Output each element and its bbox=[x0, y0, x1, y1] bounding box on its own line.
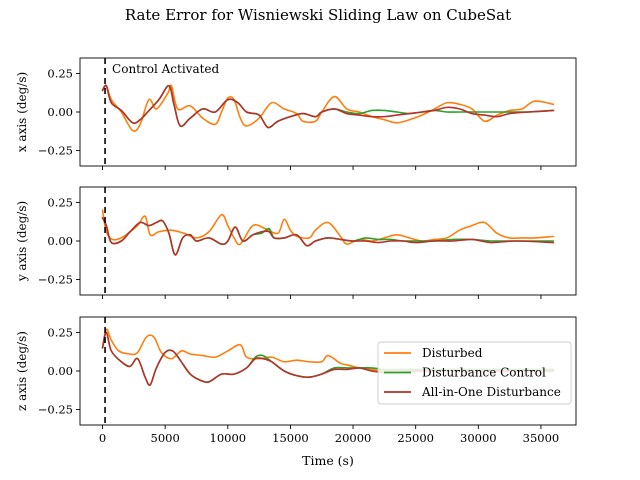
x-tick-label: 15000 bbox=[272, 431, 309, 445]
y-axis-label: y axis (deg/s) bbox=[15, 201, 29, 282]
control-activated-annotation: Control Activated bbox=[112, 62, 219, 76]
x-tick-label: 0 bbox=[99, 431, 106, 445]
series-line-all-in-one bbox=[101, 84, 555, 129]
figure-title: Rate Error for Wisniewski Sliding Law on… bbox=[125, 6, 511, 24]
legend: Disturbed Disturbance Control All-in-One D… bbox=[377, 341, 572, 405]
y-tick-label: 0.25 bbox=[47, 195, 73, 209]
legend-label-all-in-one: All-in-One Disturbance bbox=[421, 385, 561, 399]
y-tick-label: −0.25 bbox=[38, 273, 73, 287]
y-tick-label: 0.00 bbox=[47, 105, 73, 119]
x-tick-label: 5000 bbox=[151, 431, 180, 445]
y-tick-label: 0.25 bbox=[47, 325, 73, 339]
y-axis-label: x axis (deg/s) bbox=[15, 72, 29, 152]
legend-box bbox=[377, 341, 572, 405]
series-line-all-in-one bbox=[101, 217, 555, 256]
series-group bbox=[101, 84, 555, 132]
subplot-stack: 0.25 0.00 −0.25 x axis (deg/s) Control Activ… bbox=[15, 57, 577, 445]
legend-label-disturbance-control: Disturbance Control bbox=[422, 366, 546, 380]
y-tick-label: 0.25 bbox=[47, 66, 73, 80]
series-line-disturbed bbox=[101, 84, 555, 132]
x-axis-label: Time (s) bbox=[302, 453, 354, 468]
y-tick-label: 0.00 bbox=[47, 364, 73, 378]
x-tick-label: 30000 bbox=[460, 431, 497, 445]
x-tick-label: 35000 bbox=[523, 431, 560, 445]
y-tick-label: −0.25 bbox=[38, 144, 73, 158]
series-line-disturbed bbox=[101, 209, 555, 246]
subplot-3: 0.25 0.00 −0.25 0 5000 10000 15000 20000 25000 30… bbox=[15, 316, 577, 445]
x-tick-label: 25000 bbox=[397, 431, 434, 445]
series-group bbox=[101, 209, 555, 256]
y-axis-label: z axis (deg/s) bbox=[15, 331, 29, 411]
legend-label-disturbed: Disturbed bbox=[422, 346, 483, 360]
subplot-1: 0.25 0.00 −0.25 x axis (deg/s) Control Activ… bbox=[15, 57, 577, 170]
subplot-2: 0.25 0.00 −0.25 y axis (deg/s) bbox=[15, 186, 577, 299]
y-tick-label: −0.25 bbox=[38, 403, 73, 417]
x-tick-label: 10000 bbox=[210, 431, 247, 445]
x-tick-label: 20000 bbox=[335, 431, 372, 445]
y-tick-label: 0.00 bbox=[47, 234, 73, 248]
